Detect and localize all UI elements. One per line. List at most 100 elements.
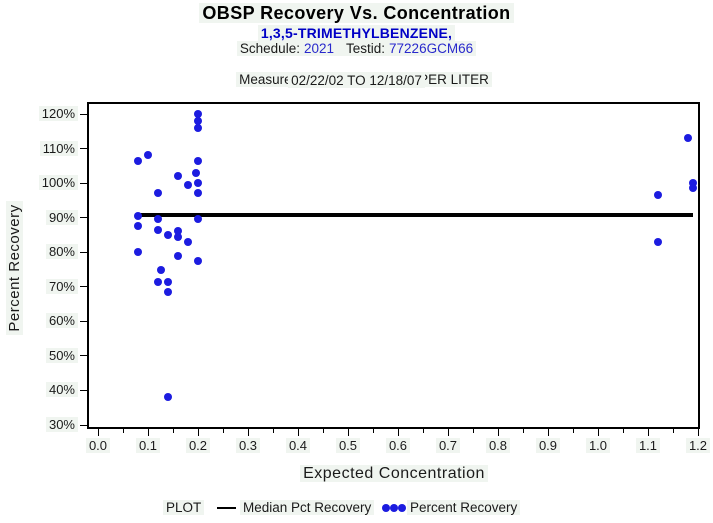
data-point [154, 225, 162, 234]
x-axis-tick [247, 429, 249, 436]
x-axis-tick-label: 0.1 [126, 438, 170, 453]
x-axis-minor-tick [672, 429, 674, 433]
data-point [191, 168, 200, 177]
data-point [194, 110, 202, 118]
data-point [164, 230, 172, 239]
testid-value: 77226GCM66 [389, 41, 474, 56]
x-axis-tick [497, 429, 499, 436]
x-axis-tick-label: 0.3 [226, 438, 270, 453]
x-axis-tick-label: 0.0 [76, 438, 120, 453]
data-point [654, 237, 662, 246]
legend-median-label: Median Pct Recovery [240, 500, 375, 515]
x-axis-tick [597, 429, 599, 436]
date-range-line: 02/22/02 TO 12/18/07 [0, 73, 713, 88]
x-axis-minor-tick [372, 429, 374, 433]
data-point [156, 265, 165, 274]
data-point [174, 251, 182, 260]
y-axis-tick [80, 113, 87, 115]
y-axis-tick-label: 80% [24, 244, 78, 260]
schedule-testid-line: Schedule: 2021 Testid: 77226GCM66 [0, 41, 713, 56]
y-axis-tick [80, 389, 87, 391]
legend-point-swatch [382, 504, 406, 512]
x-axis-tick-label: 0.6 [376, 438, 420, 453]
x-axis-minor-tick [222, 429, 224, 433]
y-axis-title: Percent Recovery [6, 168, 23, 368]
x-axis-tick-label: 0.2 [176, 438, 220, 453]
y-axis-tick [80, 251, 87, 253]
data-point [194, 123, 202, 132]
data-point [154, 277, 162, 286]
x-axis-minor-tick [272, 429, 274, 433]
data-point [689, 184, 697, 193]
data-point [144, 151, 152, 160]
data-point [194, 189, 202, 198]
schedule-value: 2021 [303, 41, 334, 56]
x-axis-minor-tick [472, 429, 474, 433]
x-axis-tick-label: 0.8 [476, 438, 520, 453]
x-axis-tick [647, 429, 649, 436]
y-axis-tick-label: 40% [24, 382, 78, 398]
x-axis-tick [97, 429, 99, 436]
x-axis-title: Expected Concentration [244, 465, 544, 483]
y-axis-tick-label: 60% [24, 313, 78, 329]
x-axis-tick [297, 429, 299, 436]
x-axis-tick [347, 429, 349, 436]
y-axis-tick-label: 110% [24, 140, 78, 156]
y-axis-tick-label: 50% [24, 347, 78, 363]
x-axis-tick [697, 429, 699, 436]
x-axis-tick-label: 0.5 [326, 438, 370, 453]
x-axis-minor-tick [522, 429, 524, 433]
median-line [138, 212, 693, 217]
x-axis-minor-tick [322, 429, 324, 433]
plot-frame [87, 102, 700, 429]
data-point [174, 232, 182, 241]
data-point [194, 215, 202, 224]
data-point [164, 393, 172, 402]
x-axis-tick [447, 429, 449, 436]
y-axis-tick-label: 100% [24, 175, 78, 191]
data-point [134, 211, 142, 220]
data-point [184, 180, 192, 189]
legend-dot-icon [398, 504, 406, 512]
x-axis-tick-label: 1.2 [676, 438, 713, 453]
data-point [134, 156, 142, 165]
y-axis-tick [80, 148, 87, 150]
data-point [164, 287, 172, 296]
x-axis-tick-label: 1.1 [626, 438, 670, 453]
legend-median-line-swatch [217, 507, 236, 509]
x-axis-tick-label: 1.0 [576, 438, 620, 453]
x-axis-tick [147, 429, 149, 436]
y-axis-tick [80, 217, 87, 219]
data-point [684, 134, 692, 143]
schedule-label: Schedule: [239, 41, 300, 56]
x-axis-minor-tick [622, 429, 624, 433]
y-axis-tick [80, 424, 87, 426]
legend-dot-icon [382, 504, 390, 512]
legend-points-label: Percent Recovery [407, 500, 521, 515]
testid-label: Testid: [346, 41, 386, 56]
data-point [174, 172, 182, 181]
x-axis-tick [547, 429, 549, 436]
data-point [194, 156, 202, 165]
data-point [194, 116, 202, 125]
data-point [689, 179, 697, 188]
y-axis-tick-label: 120% [24, 106, 78, 121]
date-range-text: 02/22/02 TO 12/18/07 [288, 73, 425, 88]
x-axis-minor-tick [172, 429, 174, 433]
data-point [134, 222, 142, 231]
x-axis-tick-label: 0.7 [426, 438, 470, 453]
chart-title: OBSP Recovery Vs. Concentration [0, 3, 713, 24]
y-axis-tick [80, 286, 87, 288]
data-point [154, 189, 162, 198]
x-axis-tick-label: 0.9 [526, 438, 570, 453]
analyte-name: 1,3,5-TRIMETHYLBENZENE, [257, 25, 456, 41]
y-axis-tick-label: 90% [24, 209, 78, 225]
data-point [164, 277, 172, 286]
x-axis-minor-tick [122, 429, 124, 433]
data-point [184, 237, 192, 246]
x-axis-minor-tick [422, 429, 424, 433]
x-axis-tick [397, 429, 399, 436]
data-point [194, 179, 202, 188]
data-point [154, 215, 162, 224]
